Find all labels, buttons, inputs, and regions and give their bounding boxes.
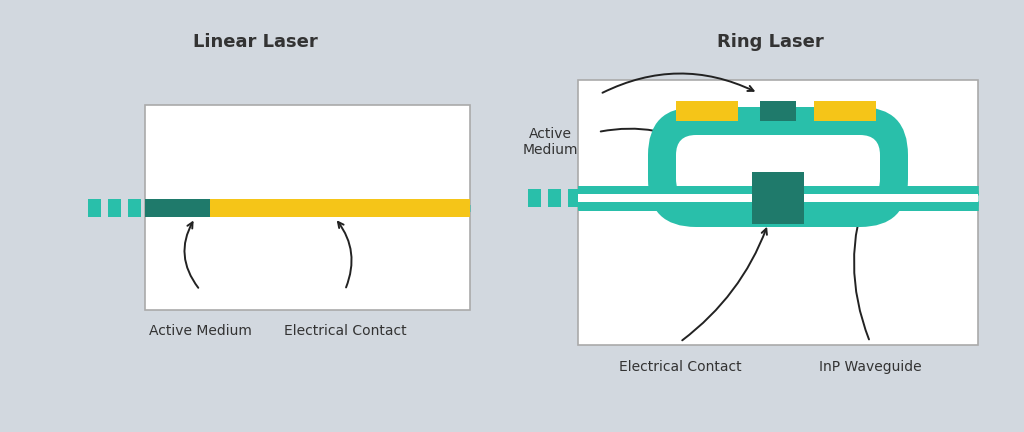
- FancyBboxPatch shape: [528, 189, 541, 207]
- FancyBboxPatch shape: [568, 189, 581, 207]
- FancyBboxPatch shape: [676, 135, 880, 199]
- FancyBboxPatch shape: [578, 186, 978, 210]
- FancyBboxPatch shape: [145, 199, 210, 217]
- Text: Electrical Contact: Electrical Contact: [618, 360, 741, 374]
- FancyBboxPatch shape: [804, 194, 978, 202]
- FancyBboxPatch shape: [578, 186, 752, 210]
- FancyBboxPatch shape: [145, 105, 470, 310]
- FancyBboxPatch shape: [804, 186, 978, 210]
- FancyBboxPatch shape: [814, 101, 876, 121]
- FancyBboxPatch shape: [108, 199, 121, 217]
- FancyBboxPatch shape: [578, 194, 978, 202]
- FancyBboxPatch shape: [578, 80, 978, 345]
- FancyBboxPatch shape: [676, 101, 738, 121]
- FancyBboxPatch shape: [752, 172, 804, 224]
- FancyBboxPatch shape: [548, 189, 561, 207]
- Text: Linear Laser: Linear Laser: [193, 33, 317, 51]
- Text: Electrical Contact: Electrical Contact: [284, 324, 407, 338]
- FancyBboxPatch shape: [210, 199, 470, 217]
- FancyBboxPatch shape: [128, 199, 141, 217]
- Text: Active Medium: Active Medium: [148, 324, 252, 338]
- Text: InP Waveguide: InP Waveguide: [818, 360, 922, 374]
- FancyBboxPatch shape: [88, 199, 101, 217]
- FancyBboxPatch shape: [760, 101, 796, 121]
- Text: Active
Medium: Active Medium: [522, 127, 578, 157]
- FancyBboxPatch shape: [578, 194, 752, 202]
- Text: Ring Laser: Ring Laser: [717, 33, 823, 51]
- FancyBboxPatch shape: [648, 107, 908, 227]
